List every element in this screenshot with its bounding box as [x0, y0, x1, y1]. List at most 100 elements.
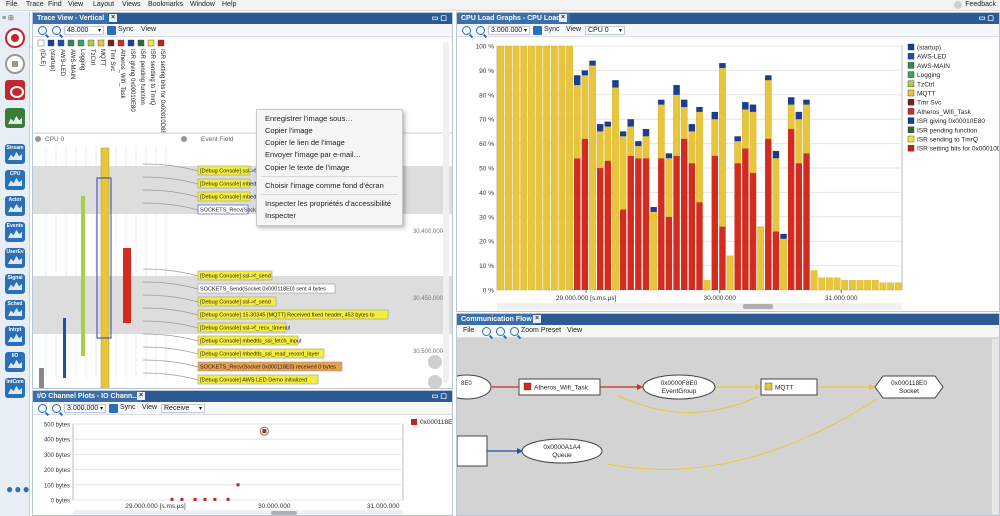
calendar-icon[interactable]: Actor — [5, 196, 25, 216]
bar-segment-startup — [635, 141, 642, 147]
signal-icon[interactable]: Intrpt — [5, 326, 25, 346]
view-menu[interactable]: View — [141, 26, 157, 33]
close-icon[interactable]: × — [559, 14, 567, 22]
bar-segment-startup — [711, 111, 719, 120]
sidebar-header[interactable]: ≡ ⊞ — [2, 15, 14, 22]
zoom-preset-button[interactable]: Zoom Preset — [521, 327, 562, 334]
ctx-email-image[interactable]: Envoyer l'image par e-mail… — [265, 150, 362, 159]
zoom-out-icon[interactable] — [476, 26, 485, 35]
trace-view-tab[interactable]: Trace View - Vertical — [33, 13, 109, 24]
close-icon[interactable]: × — [533, 315, 541, 323]
context-menu: Enregistrer l'image sous… Copier l'image… — [256, 109, 403, 226]
legend-label: 0x000118E0 — [420, 419, 453, 426]
view-menu[interactable]: View — [566, 26, 582, 33]
zoom-out-icon[interactable] — [52, 404, 61, 413]
ctx-inspect-accessibility[interactable]: Inspecter les propriétés d'accessibilité — [265, 199, 392, 208]
sync-icon[interactable] — [107, 26, 116, 35]
sync-button[interactable]: Sync — [544, 26, 560, 33]
zoom-out-icon[interactable] — [52, 26, 61, 35]
menu-views[interactable]: Views — [122, 1, 141, 8]
io-plot-tab[interactable]: I/O Channel Plots - IO Chann... — [33, 391, 143, 402]
close-icon[interactable]: × — [109, 14, 117, 22]
stream-icon[interactable]: CPU — [5, 170, 25, 190]
cpu-load-tab[interactable]: CPU Load Graphs - CPU Load... — [457, 13, 571, 24]
column-header-label: Logging — [79, 49, 85, 70]
file-menu[interactable]: File — [463, 327, 475, 334]
ctx-save-image[interactable]: Enregistrer l'image sous… — [265, 114, 353, 123]
zoom-level-select[interactable]: 48.000 — [64, 26, 104, 35]
sched-icon[interactable]: I/O — [5, 352, 25, 372]
interrupt-icon[interactable]: IntCom — [5, 378, 25, 398]
zoom-in-icon[interactable] — [462, 26, 471, 35]
zoom-in-icon[interactable] — [38, 404, 47, 413]
user-events-icon[interactable]: Sched — [5, 300, 25, 320]
ctx-copy-image-link[interactable]: Copier le lien de l'image — [265, 138, 345, 147]
mode-select[interactable]: Receive — [161, 404, 205, 413]
grid-view-button[interactable] — [5, 108, 25, 128]
bar-segment-startup — [673, 85, 680, 95]
menu-bookmarks[interactable]: Bookmarks — [148, 1, 184, 8]
bar-segment-mqtt — [787, 104, 795, 130]
ctx-separator — [261, 176, 398, 177]
feedback-link[interactable]: Feedback — [965, 1, 996, 8]
data-point — [180, 497, 184, 501]
view-menu[interactable]: View — [142, 404, 158, 411]
arrow-icon — [755, 384, 761, 390]
menu-trace[interactable]: Trace — [26, 1, 44, 8]
stop-button[interactable] — [5, 54, 25, 74]
more-icon[interactable]: ●●● — [6, 482, 31, 496]
node-label: Socket — [899, 388, 919, 395]
event-label: [Debug Console] ssl->f_recv_timeout — [200, 326, 291, 332]
bar-segment-atheros — [680, 138, 688, 290]
close-icon[interactable]: × — [137, 392, 145, 400]
cpu-select[interactable]: CPU 0 — [585, 26, 625, 35]
record-button[interactable] — [5, 28, 25, 48]
snapshot-button[interactable] — [5, 80, 25, 100]
menu-layout[interactable]: Layout — [93, 1, 115, 8]
menu-window[interactable]: Window — [190, 1, 215, 8]
cpu-icon[interactable]: Events — [5, 222, 25, 242]
menu-find[interactable]: Find — [48, 1, 62, 8]
graph-icon[interactable]: Stream — [5, 144, 25, 164]
window-controls-icon[interactable]: ▭▢ — [978, 15, 996, 22]
legend-label: TzCtrl — [917, 81, 935, 88]
event-field-label: Event Field — [201, 136, 234, 143]
window-controls-icon[interactable]: ▭▢ — [431, 15, 449, 22]
zoom-preset-icon[interactable] — [510, 327, 519, 336]
menu-view[interactable]: View — [68, 1, 84, 8]
ctx-copy-image-text[interactable]: Copier le texte de l'image — [265, 163, 350, 172]
menu-help[interactable]: Help — [222, 1, 237, 8]
comm-flow-canvas[interactable]: 8E0 Atheros_Wifi_Task 0x0000F8E0EventGroup… — [457, 339, 1000, 516]
zoom-in-icon[interactable] — [482, 327, 491, 336]
event-label-box — [197, 204, 249, 215]
events-icon[interactable]: Signal — [5, 274, 25, 294]
view-menu[interactable]: View — [567, 327, 583, 334]
comm-flow-tab[interactable]: Communication Flow — [457, 314, 536, 325]
zoom-out-icon[interactable] — [496, 327, 505, 336]
column-header-label: (startup) — [49, 49, 55, 71]
bar-segment-startup — [642, 128, 650, 137]
actor-icon[interactable]: UserEv — [5, 248, 25, 268]
io-plot-canvas[interactable]: 500 bytes 400 bytes 300 bytes 200 bytes 100 … — [33, 416, 453, 516]
sync-button[interactable]: Sync — [120, 404, 136, 411]
y-tick-label: 20 % — [479, 239, 494, 246]
flow-node — [760, 378, 818, 396]
y-tick-label: 10 % — [479, 263, 494, 270]
event-label-box — [197, 191, 251, 202]
zoom-level-select[interactable]: 3.000.000 — [488, 26, 530, 35]
ctx-set-wallpaper[interactable]: Choisir l'image comme fond d'écran — [265, 181, 384, 190]
cpu-load-canvas[interactable]: 100 % 90 % 80 % 70 % 60 % 50 % 40 % 30 % 20 % 10 … — [457, 38, 1000, 312]
ctx-copy-image[interactable]: Copier l'image — [265, 126, 313, 135]
sync-icon[interactable] — [533, 26, 542, 35]
sync-button[interactable]: Sync — [118, 26, 134, 33]
sync-icon[interactable] — [109, 404, 118, 413]
menu-file[interactable]: File — [6, 1, 18, 8]
pan-icon — [428, 355, 442, 369]
zoom-in-icon[interactable] — [38, 26, 47, 35]
feedback-icon[interactable] — [954, 1, 962, 9]
ctx-inspect[interactable]: Inspecter — [265, 211, 296, 220]
column-color-swatch — [87, 39, 95, 47]
window-controls-icon[interactable]: ▭▢ — [431, 393, 449, 400]
bar-segment-mqtt — [864, 280, 871, 291]
zoom-level-select[interactable]: 3.000.000 — [64, 404, 106, 413]
